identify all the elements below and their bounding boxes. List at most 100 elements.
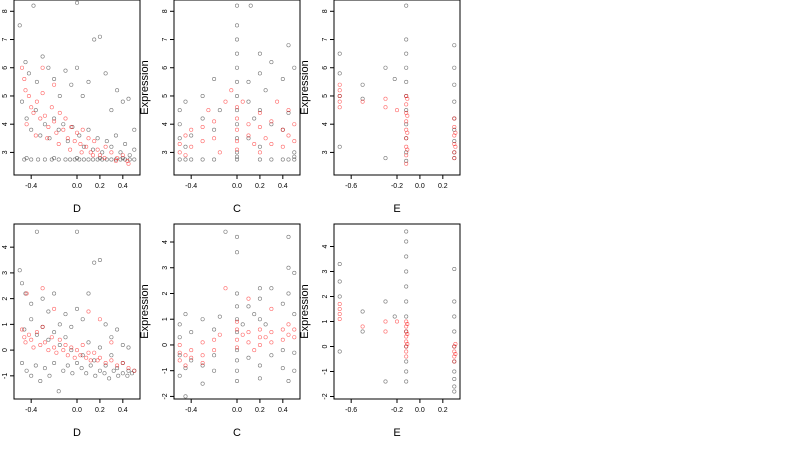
data-point bbox=[280, 127, 285, 132]
x-tick-label: -0.4 bbox=[25, 407, 37, 414]
data-point bbox=[452, 156, 457, 161]
data-point bbox=[29, 157, 34, 162]
data-point bbox=[26, 332, 31, 337]
data-point bbox=[360, 96, 365, 101]
data-point bbox=[115, 327, 120, 332]
data-point bbox=[88, 363, 93, 368]
data-point bbox=[177, 358, 182, 363]
data-point bbox=[263, 335, 268, 340]
data-point bbox=[22, 327, 27, 332]
data-point bbox=[54, 130, 59, 135]
data-point bbox=[404, 354, 409, 359]
data-point bbox=[189, 355, 194, 360]
data-point bbox=[360, 329, 365, 334]
data-point bbox=[24, 368, 29, 373]
data-point bbox=[45, 136, 50, 141]
data-point bbox=[292, 150, 297, 155]
data-point bbox=[29, 301, 34, 306]
data-point bbox=[132, 147, 137, 152]
data-point bbox=[81, 157, 86, 162]
data-point bbox=[217, 314, 222, 319]
data-point bbox=[217, 150, 222, 155]
x-tick-label: -0.4 bbox=[185, 407, 197, 414]
data-point bbox=[69, 125, 74, 130]
data-point bbox=[404, 299, 409, 304]
data-point bbox=[235, 304, 240, 309]
data-point bbox=[177, 122, 182, 127]
data-point bbox=[77, 133, 82, 138]
series-black-points bbox=[17, 229, 137, 394]
data-point bbox=[452, 349, 457, 354]
y-tick-label: 3 bbox=[2, 150, 9, 154]
data-point bbox=[404, 359, 409, 364]
data-point bbox=[383, 319, 388, 324]
data-point bbox=[200, 139, 205, 144]
data-point bbox=[40, 54, 45, 59]
data-point bbox=[235, 250, 240, 255]
plot-frame bbox=[13, 0, 141, 176]
data-point bbox=[36, 157, 41, 162]
data-point bbox=[292, 65, 297, 70]
data-point bbox=[177, 350, 182, 355]
data-point bbox=[61, 348, 66, 353]
data-point bbox=[63, 342, 68, 347]
data-point bbox=[257, 286, 262, 291]
x-axis-title: E bbox=[393, 203, 400, 215]
data-point bbox=[107, 376, 112, 381]
data-point bbox=[109, 108, 114, 113]
data-point bbox=[212, 353, 217, 358]
data-point bbox=[337, 311, 342, 316]
data-point bbox=[280, 327, 285, 332]
data-point bbox=[383, 65, 388, 70]
data-point bbox=[257, 317, 262, 322]
data-point bbox=[452, 389, 457, 394]
data-point bbox=[120, 360, 125, 365]
data-point bbox=[49, 105, 54, 110]
data-point bbox=[86, 309, 91, 314]
data-point bbox=[452, 266, 457, 271]
data-point bbox=[292, 157, 297, 162]
data-point bbox=[86, 127, 91, 132]
y-tick-label: 8 bbox=[322, 9, 329, 13]
scatter-panel-2: -0.4 0.0 0.2 0.4 3 4 5 6 7 8 C Expression bbox=[139, 0, 301, 215]
data-point bbox=[92, 350, 97, 355]
data-point bbox=[404, 329, 409, 334]
data-point bbox=[42, 122, 47, 127]
data-point bbox=[40, 91, 45, 96]
data-point bbox=[40, 65, 45, 70]
data-point bbox=[183, 366, 188, 371]
data-point bbox=[235, 79, 240, 84]
y-tick-label: 3 bbox=[2, 271, 9, 275]
data-point bbox=[383, 96, 388, 101]
data-point bbox=[116, 373, 121, 378]
series-black-points bbox=[177, 229, 297, 399]
data-point bbox=[19, 99, 24, 104]
series-red-points bbox=[177, 88, 297, 158]
data-point bbox=[405, 341, 410, 346]
data-point bbox=[97, 153, 102, 158]
data-point bbox=[19, 65, 24, 70]
data-point bbox=[34, 330, 39, 335]
data-point bbox=[177, 150, 182, 155]
data-point bbox=[212, 136, 217, 141]
data-point bbox=[38, 133, 43, 138]
data-point bbox=[86, 136, 91, 141]
data-point bbox=[26, 94, 31, 99]
data-point bbox=[200, 381, 205, 386]
data-point bbox=[292, 335, 297, 340]
data-point bbox=[61, 368, 66, 373]
data-point bbox=[235, 319, 240, 324]
data-point bbox=[286, 108, 291, 113]
data-point bbox=[240, 332, 245, 337]
data-point bbox=[102, 371, 107, 376]
data-point bbox=[177, 342, 182, 347]
data-point bbox=[246, 79, 251, 84]
y-tick-label: 4 bbox=[322, 244, 329, 248]
y-tick-label: 1 bbox=[162, 317, 169, 321]
data-point bbox=[109, 150, 114, 155]
series-red-points bbox=[337, 301, 458, 364]
data-point bbox=[189, 330, 194, 335]
data-point bbox=[126, 96, 131, 101]
x-tick-label: 0.2 bbox=[95, 407, 105, 414]
data-point bbox=[337, 316, 342, 321]
